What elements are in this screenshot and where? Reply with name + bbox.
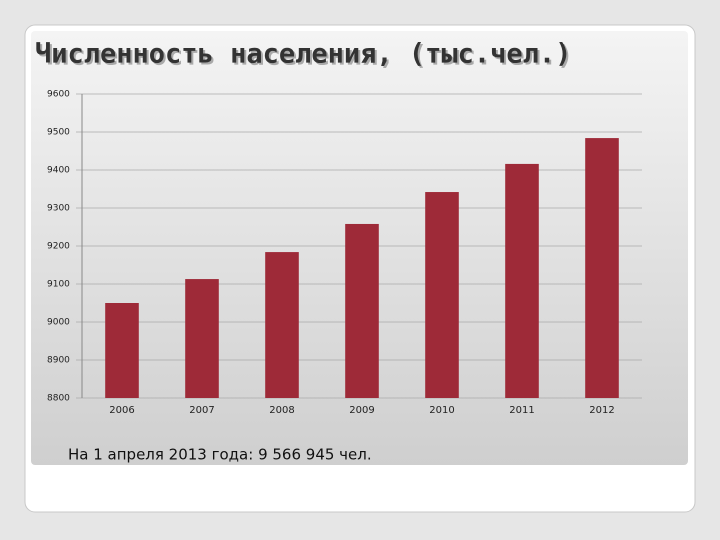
bar (185, 279, 219, 398)
bar (265, 252, 299, 398)
chart-title: Численность населения, (тыс.чел.) (35, 39, 571, 70)
y-tick-label: 9100 (47, 280, 70, 290)
bar (505, 163, 539, 398)
y-tick-label: 8900 (47, 356, 70, 366)
x-tick-label: 2008 (269, 405, 294, 416)
x-tick-label: 2006 (109, 405, 134, 416)
bar (345, 223, 379, 398)
y-tick-label: 9600 (47, 90, 70, 100)
x-tick-label: 2007 (189, 405, 214, 416)
bar (585, 138, 619, 398)
y-tick-label: 8800 (47, 394, 70, 404)
y-tick-label: 9000 (47, 318, 70, 328)
x-tick-label: 2012 (589, 405, 614, 416)
y-tick-label: 9500 (47, 128, 70, 138)
y-tick-label: 9200 (47, 242, 70, 252)
x-tick-label: 2010 (429, 405, 454, 416)
x-tick-label: 2009 (349, 405, 374, 416)
bar (425, 192, 459, 398)
y-tick-label: 9300 (47, 204, 70, 214)
x-tick-label: 2011 (509, 405, 534, 416)
bar (105, 303, 139, 398)
chart-title-shadow: Численность населения, (тыс.чел.) (37, 41, 573, 72)
annotation: На 1 апреля 2013 года: 9 566 945 чел. (68, 446, 372, 464)
y-tick-label: 9400 (47, 166, 70, 176)
